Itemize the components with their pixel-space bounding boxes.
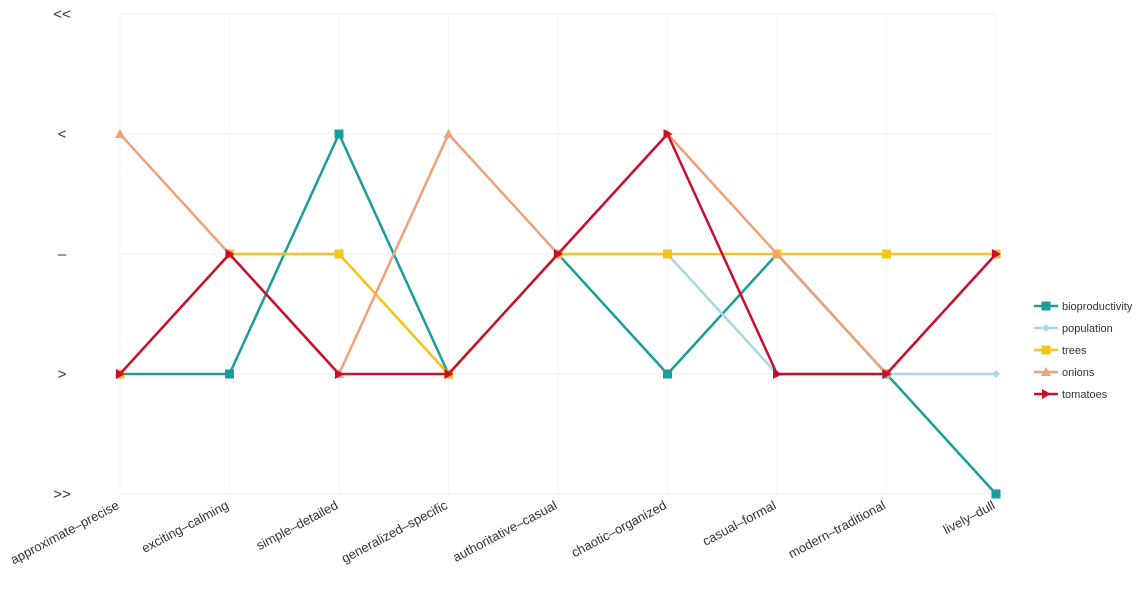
data-point-tomatoes xyxy=(225,249,235,259)
y-tick-labels: <<<–>>> xyxy=(53,6,71,503)
legend-label: tomatoes xyxy=(1062,389,1108,401)
x-tick-label: approximate–precise xyxy=(8,497,122,567)
data-point-trees xyxy=(334,249,344,259)
data-point-tomatoes xyxy=(992,249,1001,259)
data-point-tomatoes xyxy=(444,369,454,379)
x-tick-label: simple–detailed xyxy=(254,497,341,553)
x-tick-labels: approximate–precise exciting–calming simpl… xyxy=(8,497,998,567)
data-point-tomatoes xyxy=(882,369,892,379)
legend-item-bioproductivity: bioproductivity xyxy=(1034,301,1133,313)
legend-item-trees: trees xyxy=(1034,345,1087,357)
y-tick-label: >> xyxy=(53,486,71,503)
x-tick-label: chaotic–organized xyxy=(569,497,669,560)
data-point-bioproductivity xyxy=(663,369,672,379)
data-point-bioproductivity xyxy=(991,489,1001,499)
data-point-bioproductivity xyxy=(334,129,344,139)
legend-label: onions xyxy=(1062,367,1095,379)
data-point-population xyxy=(992,370,1000,378)
legend-marker xyxy=(1041,345,1051,355)
legend-item-population: population xyxy=(1034,323,1113,335)
data-point-tomatoes xyxy=(335,369,344,379)
x-tick-label: modern–traditional xyxy=(786,497,888,561)
data-point-tomatoes xyxy=(663,129,673,139)
data-point-onions xyxy=(443,129,454,138)
series-tomatoes xyxy=(116,129,1001,379)
y-tick-label: << xyxy=(53,6,71,23)
legend-item-onions: onions xyxy=(1034,367,1095,379)
legend-marker xyxy=(1042,324,1050,332)
legend-marker xyxy=(1041,367,1051,376)
series-layer xyxy=(115,129,1001,499)
data-point-tomatoes xyxy=(116,369,125,379)
data-point-trees xyxy=(882,249,891,259)
legend-label: trees xyxy=(1062,345,1087,357)
legend-item-tomatoes: tomatoes xyxy=(1034,389,1108,401)
data-point-trees xyxy=(663,249,672,259)
legend-marker xyxy=(1042,389,1051,399)
legend: bioproductivity population trees onions toma… xyxy=(1034,301,1133,401)
data-point-tomatoes xyxy=(773,369,782,379)
x-tick-label: lively–dull xyxy=(941,497,998,537)
data-point-bioproductivity xyxy=(225,369,234,379)
x-tick-label: casual–formal xyxy=(700,497,779,548)
y-tick-label: > xyxy=(58,366,67,383)
legend-label: bioproductivity xyxy=(1062,301,1133,313)
y-tick-label: < xyxy=(58,126,67,143)
legend-marker xyxy=(1041,301,1051,311)
x-tick-label: generalized–specific xyxy=(339,497,450,566)
data-point-onions xyxy=(772,249,782,258)
data-point-tomatoes xyxy=(554,249,563,259)
y-tick-label: – xyxy=(58,246,67,263)
x-tick-label: exciting–calming xyxy=(139,497,231,555)
legend-label: population xyxy=(1062,323,1113,335)
x-tick-label: authoritative–casual xyxy=(450,497,559,565)
data-point-onions xyxy=(115,129,125,138)
